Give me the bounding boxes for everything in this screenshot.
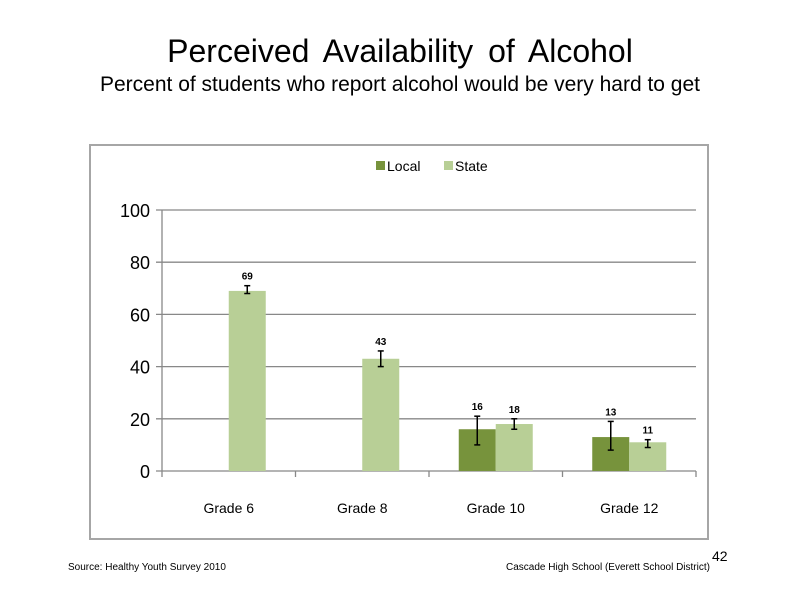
x-tick-label: Grade 10	[467, 500, 526, 516]
y-tick-label: 40	[130, 358, 150, 378]
x-tick-label: Grade 8	[337, 500, 388, 516]
legend-label-state: State	[455, 158, 488, 174]
bar-state	[228, 290, 266, 471]
x-tick-label: Grade 6	[203, 500, 254, 516]
x-tick-label: Grade 12	[600, 500, 659, 516]
data-label: 18	[509, 405, 521, 416]
y-tick-label: 100	[120, 201, 150, 221]
chart-subtitle: Percent of students who report alcohol w…	[99, 73, 701, 96]
chart-frame	[89, 144, 709, 540]
legend-label-local: Local	[387, 158, 420, 174]
legend-swatch-local	[376, 161, 385, 170]
data-label: 13	[605, 407, 617, 418]
school-name: Cascade High School (Everett School Dist…	[506, 562, 710, 573]
bar-state	[495, 424, 533, 471]
data-label: 11	[642, 426, 653, 437]
source-note: Source: Healthy Youth Survey 2010	[68, 562, 226, 573]
bar-state	[362, 358, 400, 471]
data-label: 16	[472, 402, 484, 413]
chart-title: Perceived Availability of Alcohol	[167, 33, 633, 69]
page-number: 42	[712, 548, 728, 564]
y-tick-label: 80	[130, 253, 150, 273]
y-tick-label: 0	[140, 462, 150, 482]
legend-swatch-state	[444, 161, 453, 170]
y-tick-label: 60	[130, 305, 150, 325]
data-label: 43	[375, 337, 387, 348]
y-tick-label: 20	[130, 410, 150, 430]
data-label: 69	[242, 272, 254, 283]
